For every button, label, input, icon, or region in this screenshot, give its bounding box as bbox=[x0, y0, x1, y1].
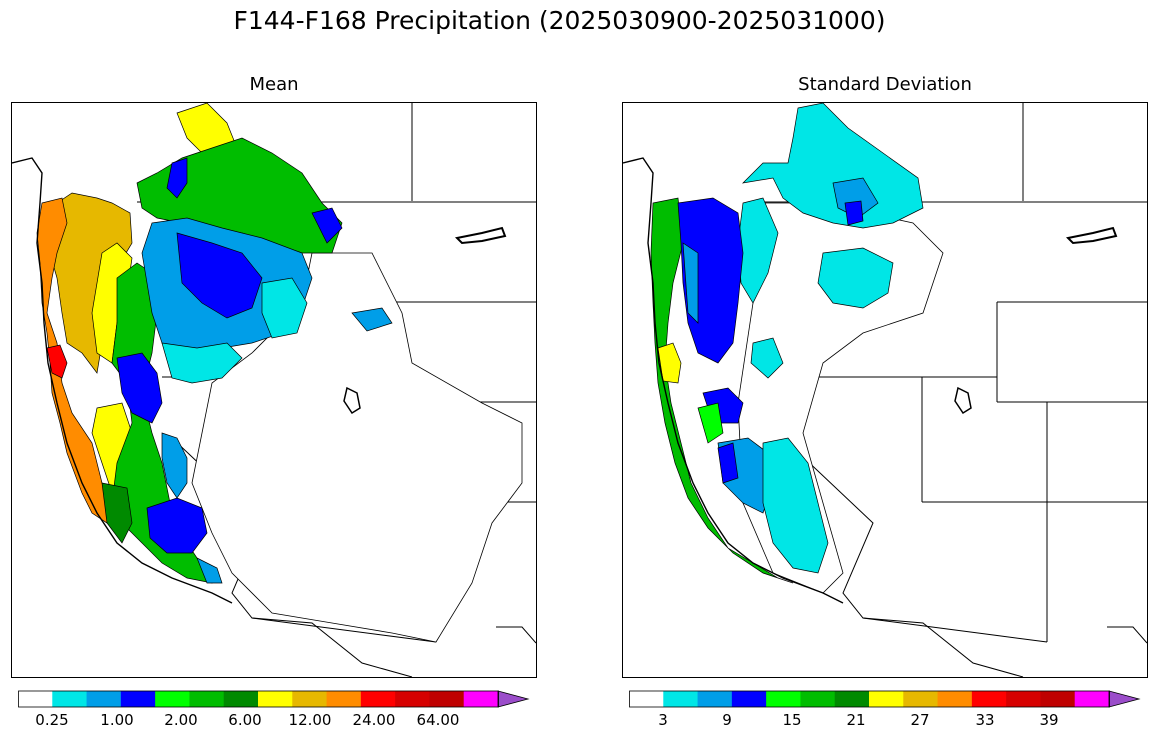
figure-title: F144-F168 Precipitation (2025030900-2025… bbox=[233, 6, 886, 35]
mean-colorbar-tick: 64.00 bbox=[416, 711, 460, 729]
precip-area-lightblue bbox=[351, 307, 393, 332]
lake bbox=[954, 386, 972, 415]
std-colorbar-segment bbox=[800, 691, 836, 707]
precip-area-lightblue bbox=[161, 432, 188, 499]
std-colorbar bbox=[629, 690, 1141, 708]
mean-colorbar bbox=[18, 690, 530, 708]
precip-area-blue bbox=[717, 442, 739, 484]
precip-area-blue bbox=[176, 232, 263, 319]
std-colorbar-segment bbox=[629, 691, 664, 707]
std-colorbar-tick: 27 bbox=[910, 711, 930, 729]
std-colorbar-extend-arrow bbox=[1108, 690, 1141, 708]
std-colorbar-tick: 21 bbox=[846, 711, 866, 729]
mean-colorbar-segment bbox=[189, 691, 225, 707]
border-line bbox=[251, 617, 413, 677]
precip-area-blue bbox=[116, 352, 163, 424]
std-colorbar-segment bbox=[1006, 691, 1041, 707]
std-colorbar-segment bbox=[834, 691, 870, 707]
mean-colorbar-segment bbox=[18, 691, 53, 707]
mean-colorbar-segment bbox=[360, 691, 396, 707]
mean-colorbar-segment bbox=[52, 691, 88, 707]
mean-map-panel bbox=[11, 102, 537, 678]
precip-area-darkgreen bbox=[101, 482, 133, 544]
mean-colorbar-extend-arrow bbox=[497, 690, 530, 708]
mean-colorbar-tick: 6.00 bbox=[228, 711, 262, 729]
precip-area-lightblue bbox=[832, 177, 879, 219]
mean-colorbar-border bbox=[18, 690, 499, 708]
precip-area-red bbox=[46, 344, 68, 379]
precip-area-cyan bbox=[161, 342, 243, 384]
std-colorbar-segment bbox=[766, 691, 801, 707]
precip-area-lightblue bbox=[682, 242, 699, 324]
mean-panel-title: Mean bbox=[249, 74, 299, 95]
mean-colorbar-tick: 0.25 bbox=[35, 711, 69, 729]
mean-colorbar-tick: 12.00 bbox=[288, 711, 332, 729]
precip-area-cyan bbox=[817, 247, 894, 309]
precip-area-cyan bbox=[750, 337, 784, 379]
std-panel-title: Standard Deviation bbox=[798, 74, 972, 95]
mean-colorbar-tick: 1.00 bbox=[100, 711, 134, 729]
mean-colorbar-segment bbox=[326, 691, 362, 707]
std-colorbar-tick: 9 bbox=[722, 711, 732, 729]
std-colorbar-tick: 39 bbox=[1039, 711, 1059, 729]
std-colorbar-segment bbox=[1074, 691, 1110, 707]
std-colorbar-segment bbox=[869, 691, 904, 707]
precip-area-cyan bbox=[261, 277, 308, 339]
mean-colorbar-tick: 2.00 bbox=[164, 711, 198, 729]
mean-colorbar-segment bbox=[223, 691, 259, 707]
mean-colorbar-segment bbox=[292, 691, 328, 707]
std-colorbar-segment bbox=[697, 691, 733, 707]
std-colorbar-segment bbox=[1040, 691, 1076, 707]
mean-colorbar-segment bbox=[155, 691, 190, 707]
no-precip-region bbox=[191, 252, 523, 643]
mean-colorbar-segment bbox=[258, 691, 293, 707]
precip-area-blue bbox=[844, 200, 864, 226]
precip-area-blue bbox=[146, 497, 208, 554]
std-colorbar-tick: 15 bbox=[782, 711, 802, 729]
std-map bbox=[623, 103, 1147, 677]
std-colorbar-segment bbox=[903, 691, 939, 707]
std-colorbar-border bbox=[629, 690, 1110, 708]
precip-area-cyan bbox=[762, 437, 829, 574]
border-line bbox=[862, 617, 1024, 677]
lake bbox=[343, 386, 361, 415]
mean-colorbar-segment bbox=[86, 691, 122, 707]
lake bbox=[1065, 226, 1118, 245]
mean-map bbox=[12, 103, 536, 677]
precip-area-brightgreen bbox=[697, 402, 724, 444]
mean-colorbar-tick: 24.00 bbox=[352, 711, 396, 729]
precip-area-blue bbox=[677, 197, 744, 364]
border-line bbox=[782, 437, 1048, 643]
mean-colorbar-segment bbox=[120, 691, 156, 707]
border-line bbox=[496, 626, 536, 644]
lake bbox=[454, 226, 507, 245]
mean-colorbar-segment bbox=[463, 691, 499, 707]
precip-area-blue bbox=[166, 157, 188, 199]
mean-colorbar-segment bbox=[429, 691, 465, 707]
precip-area-cyan bbox=[741, 103, 924, 229]
precip-area-lightblue bbox=[196, 557, 223, 584]
std-colorbar-tick: 3 bbox=[658, 711, 668, 729]
border-line bbox=[1107, 626, 1147, 644]
mean-colorbar-segment bbox=[395, 691, 430, 707]
coastline bbox=[12, 157, 233, 604]
std-colorbar-segment bbox=[971, 691, 1007, 707]
std-colorbar-segment bbox=[731, 691, 767, 707]
precip-area-blue bbox=[311, 207, 343, 244]
precip-area-green bbox=[650, 197, 794, 584]
coastline bbox=[623, 157, 844, 604]
std-colorbar-tick: 33 bbox=[975, 711, 995, 729]
std-colorbar-segment bbox=[937, 691, 973, 707]
std-map-panel bbox=[622, 102, 1148, 678]
std-colorbar-segment bbox=[663, 691, 699, 707]
